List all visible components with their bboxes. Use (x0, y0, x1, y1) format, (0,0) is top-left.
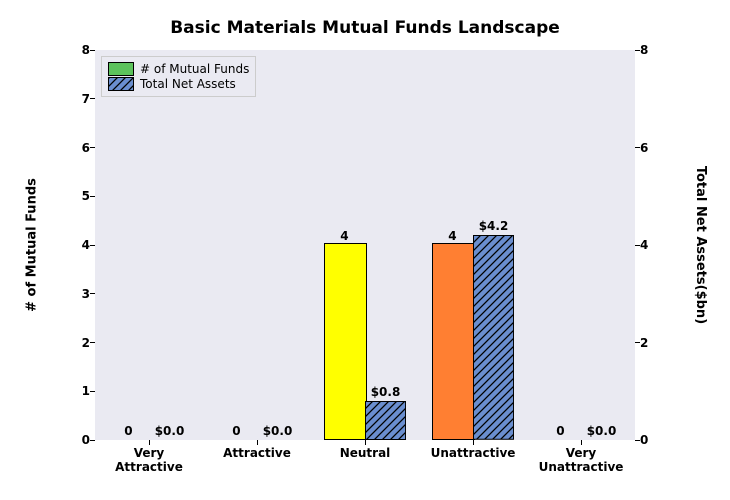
y-right-tick-label: 6 (640, 141, 648, 155)
bar-value-label: $0.0 (155, 424, 185, 438)
y-axis-right-label: Total Net Assets($bn) (693, 166, 708, 324)
legend-label: Total Net Assets (140, 77, 236, 91)
plot-area: 0 $0.0 0 $0.0 4 $0.8 4 $4.2 0 $0.0 # of Mutual Fu… (95, 50, 635, 440)
funds-bar (432, 243, 475, 440)
chart-title: Basic Materials Mutual Funds Landscape (0, 18, 730, 38)
y-left-tick-label: 0 (82, 433, 90, 447)
y-right-tick-label: 8 (640, 43, 648, 57)
y-left-tick-label: 3 (82, 287, 90, 301)
y-left-tick-label: 8 (82, 43, 90, 57)
bar-value-label: 4 (448, 229, 456, 243)
y-left-tick-label: 5 (82, 189, 90, 203)
x-tick-label: Unattractive (431, 446, 516, 460)
bar-value-label: 4 (340, 229, 348, 243)
legend-swatch (108, 62, 134, 76)
y-right-tick-label: 4 (640, 238, 648, 252)
x-tick-label: Neutral (340, 446, 391, 460)
bar-value-label: $4.2 (479, 219, 509, 233)
legend-label: # of Mutual Funds (140, 62, 249, 76)
legend-item: # of Mutual Funds (108, 62, 249, 76)
y-right-tick-label: 0 (640, 433, 648, 447)
chart-container: Basic Materials Mutual Funds Landscape 0… (0, 0, 730, 500)
legend-swatch (108, 77, 134, 91)
y-axis-left-label: # of Mutual Funds (25, 178, 40, 312)
bar-value-label: 0 (556, 424, 564, 438)
x-tick-label: Very Unattractive (539, 446, 624, 475)
legend: # of Mutual FundsTotal Net Assets (101, 56, 256, 97)
bar-value-label: $0.0 (587, 424, 617, 438)
x-tick-label: Attractive (223, 446, 291, 460)
y-left-tick-label: 2 (82, 336, 90, 350)
y-left-tick-label: 6 (82, 141, 90, 155)
assets-bar (365, 401, 406, 440)
assets-bar (473, 235, 514, 440)
bar-value-label: $0.0 (263, 424, 293, 438)
bar-value-label: $0.8 (371, 385, 401, 399)
bar-value-label: 0 (232, 424, 240, 438)
x-tick-label: Very Attractive (115, 446, 183, 475)
legend-item: Total Net Assets (108, 77, 249, 91)
y-left-tick-label: 1 (82, 384, 90, 398)
bar-value-label: 0 (124, 424, 132, 438)
y-right-tick-label: 2 (640, 336, 648, 350)
y-left-tick-label: 4 (82, 238, 90, 252)
y-left-tick-label: 7 (82, 92, 90, 106)
funds-bar (324, 243, 367, 440)
